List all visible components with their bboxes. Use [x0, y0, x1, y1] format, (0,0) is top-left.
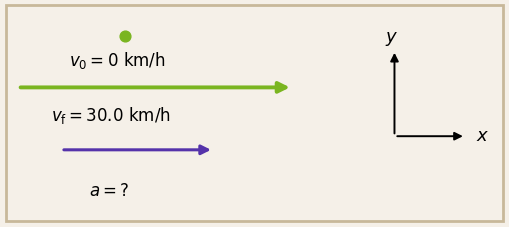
Text: $a = {?}$: $a = {?}$: [89, 183, 129, 200]
Point: [121, 35, 129, 38]
Text: $x$: $x$: [476, 127, 489, 145]
Text: $v_\mathrm{f} = 30.0\ \mathrm{km/h}$: $v_\mathrm{f} = 30.0\ \mathrm{km/h}$: [51, 105, 171, 126]
Text: $y$: $y$: [385, 30, 399, 48]
Text: $v_0 = 0\ \mathrm{km/h}$: $v_0 = 0\ \mathrm{km/h}$: [69, 50, 165, 71]
